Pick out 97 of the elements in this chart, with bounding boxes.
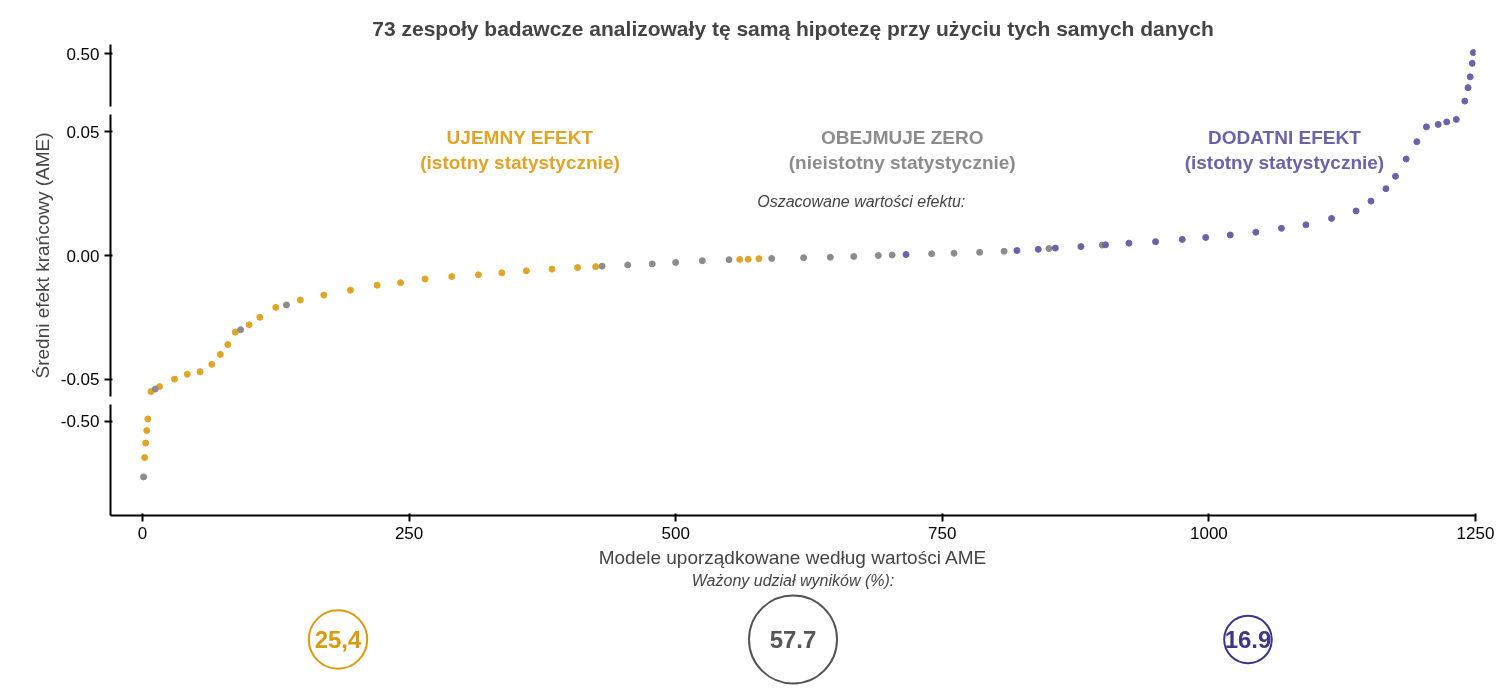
point: [1413, 138, 1421, 146]
x-tick-label: 750: [928, 523, 957, 543]
point: [1461, 97, 1469, 105]
point: [950, 249, 958, 257]
series-label: DODATNI EFEKT (istotny statystycznie): [1184, 126, 1385, 173]
point: [1468, 59, 1476, 67]
point: [800, 254, 808, 262]
point: [1125, 239, 1133, 247]
data-label: 25,4: [314, 626, 363, 653]
annotation: Oszacowane wartości efektu:: [757, 193, 966, 211]
point: [272, 303, 280, 311]
point: [237, 326, 245, 334]
point: [1367, 197, 1375, 205]
point: [725, 256, 733, 264]
point: [1202, 233, 1210, 241]
text: UJEMNY EFEKT (istotny statystycznie): [420, 126, 620, 173]
point: [216, 350, 224, 358]
point: [826, 253, 834, 261]
point: [736, 255, 744, 263]
point: [598, 262, 606, 270]
point: [256, 313, 264, 321]
point: [1328, 214, 1336, 222]
point: [1402, 155, 1410, 163]
y-axis-title: Średni efekt krańcowy (AME): [31, 132, 53, 379]
point: [1392, 172, 1400, 180]
point: [170, 375, 178, 383]
data-label: 57.7: [769, 626, 817, 653]
point: [1452, 115, 1460, 123]
point: [672, 258, 680, 266]
point: [902, 251, 910, 258]
point: [548, 265, 556, 273]
point: [1277, 224, 1285, 232]
point: [1302, 221, 1310, 229]
point: [1045, 245, 1053, 253]
x-tick-label: 0: [137, 523, 148, 543]
point: [574, 264, 582, 272]
point: [624, 261, 632, 269]
x-tick-label: 250: [394, 523, 424, 543]
point: [976, 248, 984, 256]
point: [1252, 228, 1260, 236]
point: [648, 260, 656, 268]
point: [1443, 118, 1451, 126]
point: [744, 255, 752, 263]
point: [231, 328, 239, 336]
point: [1013, 247, 1021, 255]
text: Ważony udział wyników (%):: [691, 571, 895, 589]
point: [397, 279, 405, 287]
text: -0.50: [60, 412, 100, 432]
point: [592, 263, 600, 271]
point: [1000, 247, 1008, 255]
point: [183, 370, 191, 378]
point: [768, 254, 776, 262]
point: [888, 251, 896, 259]
point: [928, 250, 936, 258]
point: [346, 286, 354, 294]
y-tick-label: 0.00: [66, 246, 100, 266]
point: [448, 273, 456, 281]
point: [1077, 243, 1085, 251]
x-tick-label: 500: [661, 523, 690, 543]
point: [373, 281, 381, 289]
point: [755, 255, 763, 263]
point: [1152, 238, 1160, 246]
data-label: 16.9: [1224, 626, 1272, 653]
point: [1226, 231, 1234, 239]
text: 0.50: [66, 44, 100, 64]
point: [1469, 49, 1476, 57]
y-tick-label: -0.05: [60, 370, 100, 390]
point: [208, 360, 216, 368]
point: [1051, 244, 1059, 252]
point: [151, 385, 159, 393]
point: [1178, 235, 1186, 243]
point: [698, 257, 706, 265]
point: [1352, 207, 1360, 215]
point: [1422, 123, 1430, 131]
y-tick-label: 0.05: [66, 122, 100, 142]
point: [1434, 120, 1442, 128]
point: [1464, 84, 1472, 92]
point: [282, 301, 290, 309]
point: [421, 275, 429, 283]
x-axis-title: Modele uporządkowane według wartości AME: [598, 546, 987, 568]
point: [320, 291, 328, 299]
point: [850, 253, 858, 260]
point: [1382, 185, 1390, 193]
x-tick-label: 1250: [1456, 523, 1495, 543]
point: [522, 267, 530, 275]
chart-title: 73 zespoły badawcze analizowały tę samą hipotezę przy użyciu tych samych danych: [372, 16, 1214, 40]
point: [1466, 73, 1474, 81]
point: [196, 368, 204, 376]
text: OBEJMUJE ZERO (nieistotny statystycznie): [788, 126, 1016, 173]
point: [498, 269, 506, 277]
point: [1034, 245, 1042, 253]
x-tick-label: 1000: [1189, 523, 1228, 543]
point: [474, 271, 482, 279]
point: [245, 321, 253, 329]
point: [296, 296, 304, 304]
point: [224, 341, 232, 349]
point: [874, 252, 882, 259]
